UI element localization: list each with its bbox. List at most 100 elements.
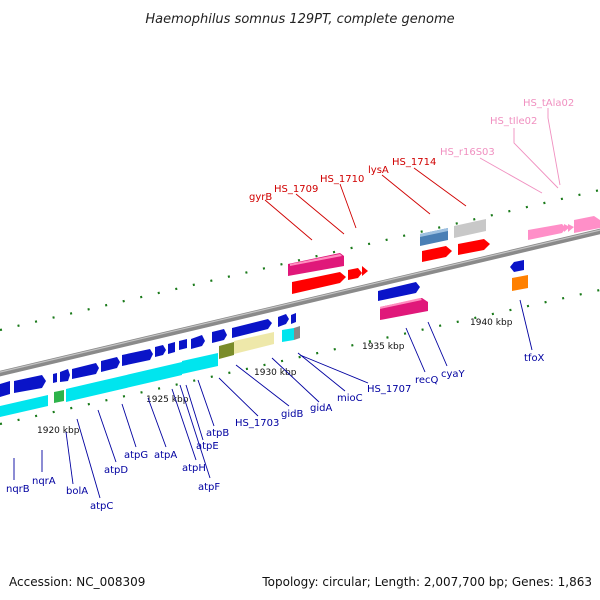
gene-lysA-arrow[interactable] — [422, 246, 452, 262]
gene-bolA-arrow[interactable] — [53, 373, 57, 383]
scale-tick-1930: 1930 kbp — [254, 368, 297, 378]
label-HS_1710: HS_1710 — [320, 174, 364, 185]
label-tfoX: tfoX — [524, 353, 545, 364]
gene-HS_tIle02-arrow[interactable] — [564, 224, 570, 232]
scale-tick-1935: 1935 kbp — [362, 342, 405, 352]
label-atpC: atpC — [90, 501, 113, 512]
gene-rRNA-arrow-right[interactable] — [574, 216, 600, 233]
label-atpF: atpF — [198, 482, 220, 493]
gene-atp-operon-bar-b[interactable] — [182, 353, 218, 374]
gene-nqrB-bar[interactable] — [0, 395, 48, 417]
backbone-highlight — [0, 229, 600, 373]
label-HS_tIle02: HS_tIle02 — [490, 116, 537, 127]
scale-labels: 1920 kbp 1925 kbp 1930 kbp 1935 kbp 1940… — [37, 318, 513, 436]
label-mioC: mioC — [337, 393, 363, 404]
reverse-strand-genes — [0, 260, 528, 417]
leader-tfoX — [519, 299, 533, 351]
label-atpB: atpB — [206, 428, 229, 439]
gene-HS_1703-bar[interactable] — [219, 342, 234, 359]
leader-gyrB — [264, 199, 313, 241]
scale-tick-1925: 1925 kbp — [146, 395, 189, 405]
label-gidA: gidA — [310, 403, 332, 414]
gene-small-arrow-a[interactable] — [60, 369, 70, 382]
pink-gene-labels: HS_r16S03 HS_tIle02 HS_tAla02 — [440, 98, 574, 158]
label-HS_1707: HS_1707 — [367, 384, 411, 395]
blue-gene-labels: nqrB nqrA bolA atpC atpD atpG atpA atpH … — [6, 353, 545, 512]
leader-mioC — [297, 352, 346, 392]
gene-HS_1714-bar[interactable] — [454, 219, 486, 238]
leader-HS_tIle02 — [513, 128, 559, 189]
gene-gidA-bar[interactable] — [282, 328, 294, 342]
gene-gidB-bar[interactable] — [234, 332, 274, 354]
leader-HS_tAla02 — [547, 108, 561, 186]
gene-atpA-arrow[interactable] — [155, 345, 166, 357]
forward-strand-genes — [0, 216, 600, 397]
leader-lysA — [381, 174, 431, 215]
gene-cyaY-bar[interactable] — [380, 298, 428, 320]
label-bolA: bolA — [66, 486, 88, 497]
leader-HS_1710 — [339, 183, 357, 229]
gene-nqrB-arrow[interactable] — [0, 381, 10, 397]
gene-HS_1714-arrow[interactable] — [458, 239, 490, 255]
gene-atpD-arrow[interactable] — [101, 357, 120, 372]
leader-HS_r16S03 — [479, 157, 543, 194]
label-nqrB: nqrB — [6, 484, 30, 495]
leader-atpC — [76, 418, 101, 499]
leader-atpH — [171, 388, 197, 461]
gene-lysA-bar-highlight — [420, 228, 448, 237]
label-HS_tAla02: HS_tAla02 — [523, 98, 574, 109]
accession-text: Accession: NC_008309 — [9, 575, 145, 589]
leader-atpD — [97, 409, 117, 463]
leader-atpG — [121, 403, 137, 448]
gene-atpG-arrow[interactable] — [122, 349, 153, 366]
gene-atpF-arrow[interactable] — [179, 339, 187, 350]
label-atpE: atpE — [196, 441, 219, 452]
gene-gidB-arrow[interactable] — [278, 314, 289, 327]
leader-gidA — [271, 357, 320, 403]
label-atpA: atpA — [154, 450, 177, 461]
gene-nqrA-arrow[interactable] — [14, 375, 46, 393]
gene-atp-operon-bar[interactable] — [66, 362, 182, 402]
label-recQ: recQ — [415, 375, 439, 386]
gene-recQ-arrow[interactable] — [378, 282, 420, 301]
gene-HS_1703-arrow[interactable] — [232, 319, 272, 338]
gene-small-arrow-b[interactable] — [291, 313, 296, 324]
leader-HS_1709 — [295, 193, 345, 235]
gene-gyrB-bar-highlight — [290, 254, 342, 266]
gene-HS_r16S03-arrow[interactable] — [528, 224, 566, 240]
label-HS_r16S03: HS_r16S03 — [440, 147, 495, 158]
gene-mioC-bar[interactable] — [294, 326, 300, 340]
gene-gyrB-bar[interactable] — [288, 253, 344, 276]
leader-atpF — [179, 384, 211, 479]
label-gyrB: gyrB — [249, 192, 272, 203]
gene-HS_tAla02-arrow[interactable] — [568, 224, 574, 232]
red-gene-labels: gyrB HS_1709 HS_1710 lysA HS_1714 — [249, 157, 436, 203]
label-atpH: atpH — [182, 463, 206, 474]
tick-tracks — [0, 188, 600, 426]
topology-text: Topology: circular; Length: 2,007,700 bp… — [261, 575, 592, 589]
gene-atpB-arrow[interactable] — [212, 329, 227, 343]
gene-atpC-arrow[interactable] — [72, 363, 99, 379]
backbone-line — [0, 228, 600, 377]
gene-tfoX-arrow[interactable] — [510, 260, 524, 272]
gene-HS_1710b-arrow[interactable] — [362, 266, 368, 276]
blue-leader-lines — [13, 299, 533, 499]
gene-HS_1710-arrow[interactable] — [348, 268, 362, 280]
gene-tfoX-bar[interactable] — [512, 275, 528, 291]
gene-atpH-arrow[interactable] — [168, 342, 175, 354]
leader-bolA — [65, 431, 74, 485]
gene-cyaY-bar-highlight — [380, 298, 422, 309]
pink-leader-lines — [479, 108, 561, 194]
gene-HS_1709-arrow[interactable] — [292, 272, 346, 294]
backbone — [0, 228, 600, 377]
leader-cyaY — [427, 321, 448, 367]
gene-bolA-bar[interactable] — [54, 390, 64, 403]
label-lysA: lysA — [368, 165, 389, 176]
leader-HS_1703 — [218, 377, 259, 417]
leader-HS_1714 — [413, 167, 467, 207]
leader-atpA — [147, 397, 167, 448]
label-atpD: atpD — [104, 465, 128, 476]
gene-atpE-arrow[interactable] — [191, 335, 205, 349]
label-HS_1714: HS_1714 — [392, 157, 436, 168]
